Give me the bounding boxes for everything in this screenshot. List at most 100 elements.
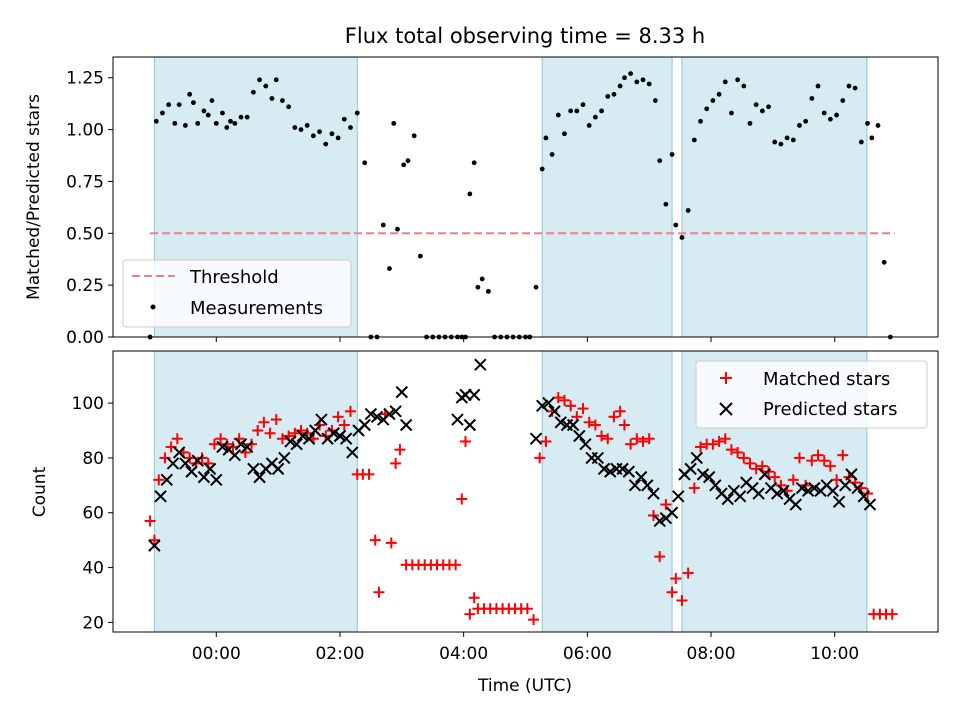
matched-star-point	[787, 474, 799, 486]
matched-star-point	[344, 405, 356, 417]
matched-star-point	[666, 586, 678, 598]
matched-star-point	[589, 419, 601, 431]
predicted-star-point	[370, 410, 384, 424]
measurement-point	[232, 120, 238, 126]
predicted-star-point	[721, 492, 734, 506]
predicted-star-point	[467, 388, 481, 402]
measurement-point	[605, 94, 611, 99]
measurement-point	[257, 77, 262, 83]
matched-star-point	[618, 419, 630, 431]
predicted-marker-b	[783, 492, 796, 506]
matched-star-point	[373, 586, 385, 598]
measurement-point	[549, 152, 555, 157]
matched-star-point	[215, 433, 227, 445]
measurement-point	[852, 85, 858, 91]
predicted-marker-b	[370, 410, 384, 424]
measurement-point	[846, 83, 852, 89]
predicted-star-point	[672, 490, 685, 503]
measurement-point	[228, 118, 233, 124]
threshold-legend-label: Threshold	[189, 267, 279, 288]
predicted-star-point	[591, 451, 605, 465]
matched-star-point	[390, 457, 402, 469]
matched-star-point	[258, 416, 270, 428]
predicted-marker-b	[857, 490, 870, 503]
predicted-marker-b	[789, 498, 802, 511]
predicted-star-point	[160, 473, 174, 487]
predicted-star-point	[579, 438, 592, 451]
x-tick-label: 02:00	[315, 644, 364, 664]
predicted-marker-b	[197, 470, 211, 484]
matched-star-point	[631, 433, 643, 445]
matched-star-point	[208, 438, 220, 450]
measurement-point	[213, 120, 219, 126]
matched-star-point	[456, 493, 468, 505]
predicted-marker-b	[467, 388, 481, 402]
bottom-y-tick-label: 80	[82, 449, 104, 469]
predicted-star-point	[573, 429, 586, 443]
measurement-point	[669, 152, 675, 157]
predicted-star-point	[339, 432, 353, 445]
predicted-marker-b	[271, 462, 285, 476]
measurement-point	[391, 120, 397, 126]
observing-interval-shade	[681, 56, 868, 338]
predicted-star-point	[203, 462, 217, 476]
measurement-point	[411, 133, 417, 139]
matched-star-point	[464, 608, 476, 620]
predicted-star-point	[542, 396, 555, 410]
predicted-marker-b	[548, 405, 561, 418]
matched-star-point	[450, 559, 462, 571]
x-tick-label: 00:00	[192, 644, 241, 664]
matched-star-point	[719, 433, 731, 445]
predicted-marker-b	[222, 443, 235, 456]
measurement-point	[622, 75, 627, 81]
predicted-marker-b	[358, 418, 371, 432]
predicted-star-point	[653, 514, 666, 528]
predicted-marker-b	[302, 432, 316, 445]
matched-star-point	[695, 441, 707, 453]
predicted-marker-b	[839, 479, 852, 492]
measurement-point	[341, 116, 347, 122]
measurement-point	[673, 222, 679, 228]
measurement-point	[317, 129, 322, 135]
predicted-star-point	[327, 427, 340, 440]
measurement-point	[380, 222, 386, 228]
predicted-marker-b	[628, 479, 642, 492]
predicted-marker-b	[622, 465, 635, 478]
predicted-marker-b	[826, 484, 840, 498]
predicted-star-point	[832, 495, 846, 508]
matched-star-point	[886, 608, 898, 620]
predicted-marker-b	[746, 481, 759, 495]
predicted-star-point	[777, 484, 790, 498]
measurement-point	[766, 104, 771, 110]
measurement-point	[479, 276, 485, 282]
predicted-marker-b	[709, 479, 722, 492]
matched-star-point	[793, 452, 805, 464]
measurement-point	[298, 127, 304, 132]
measurement-point	[803, 118, 809, 124]
predicted-marker-b	[278, 451, 291, 465]
predicted-marker-b	[389, 405, 402, 418]
measurement-point	[172, 120, 178, 126]
measurement-point	[679, 235, 685, 240]
measurement-point	[778, 141, 784, 147]
predicted-marker-b	[672, 490, 685, 503]
predicted-marker-b	[210, 473, 223, 487]
predicted-star-point	[179, 457, 192, 470]
predicted-marker-b	[832, 495, 846, 508]
predicted-marker-b	[309, 424, 322, 437]
measurement-point	[815, 83, 821, 89]
predicted-star-point	[702, 470, 716, 484]
matched-star-point	[270, 414, 282, 426]
matched-star-point	[769, 471, 781, 483]
predicted-marker-b	[399, 418, 413, 432]
predicted-marker-b	[770, 487, 784, 500]
matched-star-point	[528, 614, 540, 626]
predicted-marker-b	[665, 506, 679, 519]
predicted-star-point	[628, 479, 642, 492]
measurement-point	[182, 123, 188, 128]
measurement-point	[224, 125, 230, 130]
measurement-point	[471, 160, 477, 166]
matched-star-point	[171, 433, 183, 445]
predicted-marker-b	[234, 438, 248, 451]
matched-star-point	[602, 433, 614, 445]
